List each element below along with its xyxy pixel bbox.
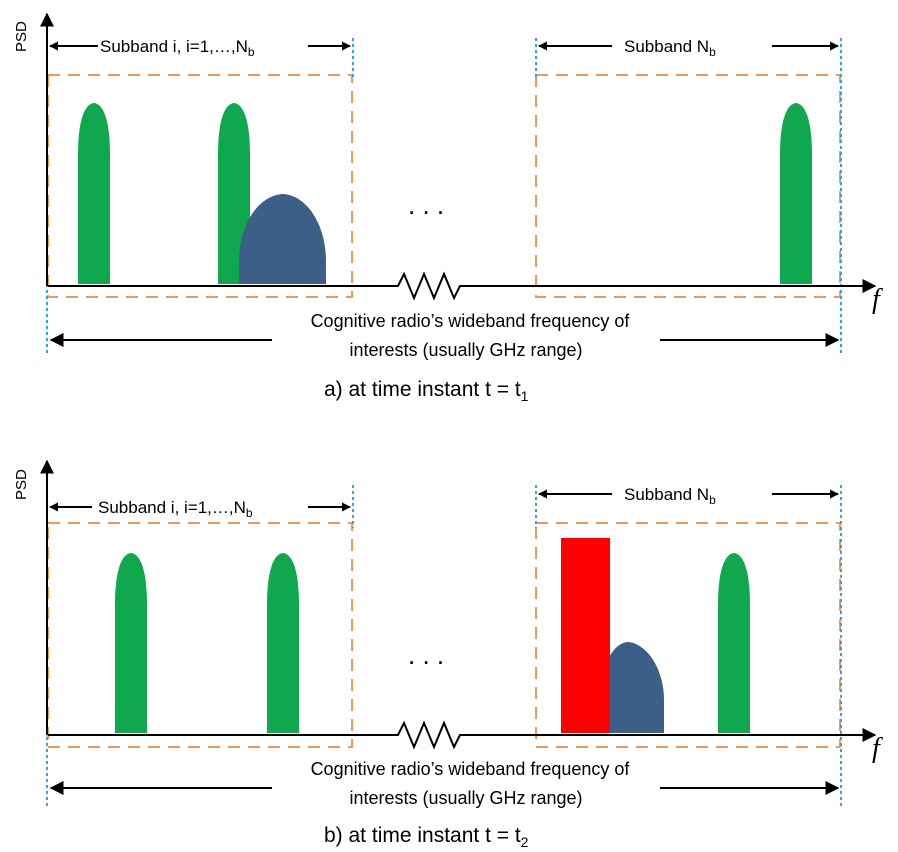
panel-caption: a) at time instant t = t1 (324, 378, 529, 404)
ellipsis-icon: . . . (408, 190, 444, 220)
x-axis-label: f (872, 733, 883, 764)
interference-signal (600, 642, 664, 733)
x-axis-label: f (872, 284, 883, 315)
y-axis-label: PSD (13, 469, 30, 500)
interference-signal (239, 194, 326, 284)
ellipsis-icon: . . . (408, 640, 444, 670)
panel-a: PSD f Subband i, i=1,…,Nb Subband Nb . .… (13, 12, 883, 404)
primary-signal (780, 103, 812, 284)
wideband-text-line1: Cognitive radio’s wideband frequency of (311, 311, 631, 331)
wideband-text-line1: Cognitive radio’s wideband frequency of (311, 759, 631, 779)
y-axis-label: PSD (13, 21, 30, 52)
x-axis (48, 271, 877, 301)
subband-last-box (535, 74, 841, 298)
x-axis (48, 720, 877, 750)
subband-first-label: Subband i, i=1,…,Nb (98, 498, 253, 520)
subband-first-box (47, 522, 353, 748)
wideband-text-line2: interests (usually GHz range) (349, 340, 582, 360)
wideband-text-line2: interests (usually GHz range) (349, 788, 582, 808)
primary-signal (78, 103, 110, 284)
subband-last-box (535, 522, 841, 748)
panel-caption: b) at time instant t = t2 (324, 824, 529, 850)
subband-last-label: Subband Nb (624, 37, 716, 59)
subband-first-label: Subband i, i=1,…,Nb (100, 37, 255, 59)
primary-signal (267, 553, 299, 733)
cognitive-user-signal (561, 538, 610, 733)
panel-b: PSD f Subband i, i=1,…,Nb Subband Nb . .… (13, 459, 883, 850)
subband-last-label: Subband Nb (624, 485, 716, 507)
primary-signal (115, 553, 147, 733)
primary-signal (718, 553, 750, 733)
